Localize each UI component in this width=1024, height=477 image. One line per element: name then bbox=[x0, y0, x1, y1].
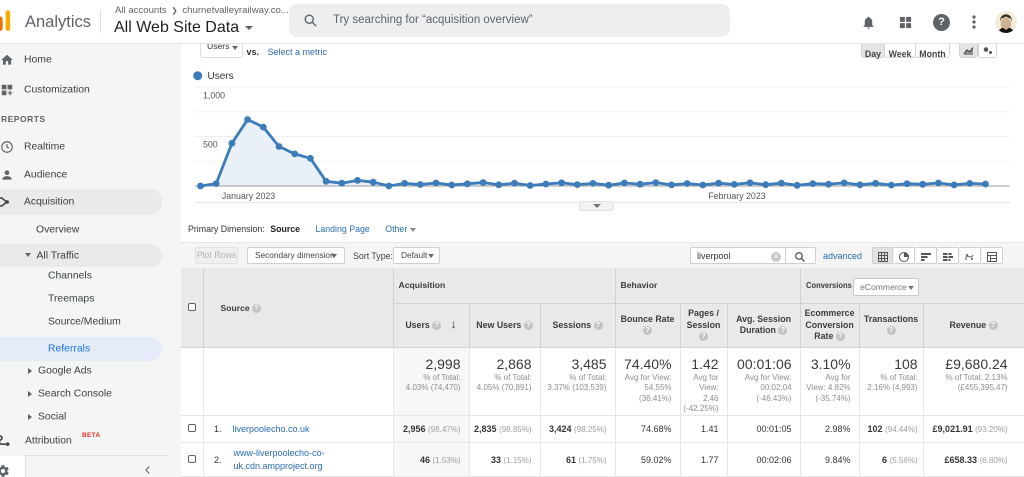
svg-text:500: 500 bbox=[203, 139, 218, 149]
svg-text:1,000: 1,000 bbox=[203, 91, 225, 101]
svg-text:February 2023: February 2023 bbox=[708, 191, 765, 201]
svg-text:Users: Users bbox=[208, 71, 234, 82]
svg-text:January 2023: January 2023 bbox=[222, 191, 275, 201]
